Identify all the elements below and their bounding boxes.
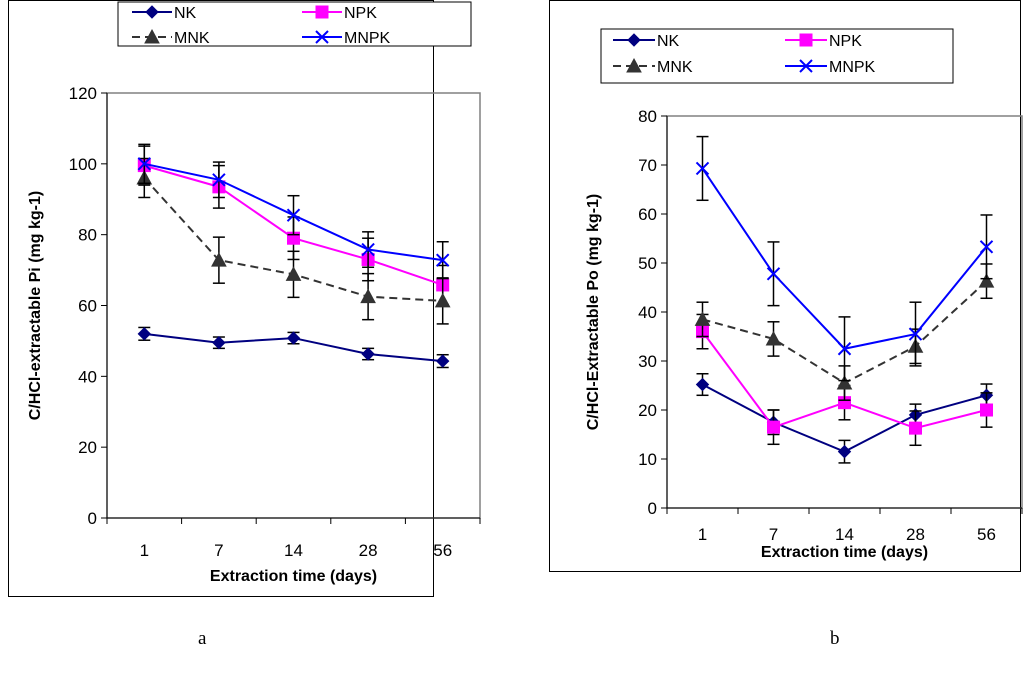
x-tick-label: 14 [835, 525, 854, 544]
data-point [211, 252, 227, 267]
legend-label: NK [657, 33, 680, 50]
legend-label: MNPK [829, 59, 876, 76]
legend-label: MNPK [344, 30, 391, 47]
x-tick-label: 1 [698, 525, 707, 544]
panel-label-a: a [198, 628, 207, 649]
data-point [212, 173, 226, 187]
y-tick-label: 60 [638, 205, 657, 224]
chart-a: 0 20 40 60 80 100 120 1 7 14 28 56 Extraction time (… [8, 0, 481, 597]
data-point [695, 161, 710, 176]
legend-marker [799, 33, 813, 47]
x-tick-label: 56 [433, 541, 452, 560]
data-point [837, 342, 852, 356]
chart-a-svg: 0 20 40 60 80 100 120 1 7 14 28 56 Extraction time (… [27, 1, 481, 585]
data-point [908, 327, 923, 341]
x-axis-label: Extraction time (days) [761, 544, 928, 561]
y-tick-label: 40 [78, 367, 97, 386]
y-tick-label: 60 [78, 297, 97, 316]
x-tick-label: 7 [214, 541, 223, 560]
data-point [766, 267, 781, 281]
y-tick-label: 0 [648, 499, 657, 518]
y-tick-label: 20 [638, 401, 657, 420]
data-point [979, 240, 994, 254]
y-tick-label: 40 [638, 303, 657, 322]
y-tick-label: 0 [88, 509, 97, 528]
data-point [694, 311, 711, 326]
legend-marker [145, 5, 159, 19]
data-point [360, 288, 376, 304]
legend-label: NPK [829, 33, 862, 50]
data-point [435, 354, 450, 368]
chart-b: 0 10 20 30 40 50 60 70 80 1 7 14 28 56 Extraction time… [549, 0, 1023, 573]
legend-marker [626, 57, 642, 73]
data-point [361, 242, 375, 257]
y-tick-label: 100 [69, 155, 97, 174]
data-point [765, 330, 782, 346]
chart-b-svg: 0 10 20 30 40 50 60 70 80 1 7 14 28 56 Extraction time… [585, 28, 1023, 561]
data-point [286, 208, 301, 222]
plot-area [106, 92, 481, 519]
legend-label: MNK [657, 59, 693, 76]
legend-label: NK [174, 5, 197, 22]
data-point [285, 266, 302, 281]
data-point [909, 421, 922, 435]
x-tick-label: 28 [359, 541, 378, 560]
data-point [361, 347, 375, 361]
data-point [137, 327, 152, 341]
x-tick-label: 14 [284, 541, 303, 560]
legend-box [600, 28, 954, 84]
y-tick-label: 50 [638, 254, 657, 273]
data-point [980, 403, 993, 417]
data-point [212, 335, 226, 350]
legend-marker [315, 30, 329, 44]
series-mnpk [695, 135, 994, 382]
legend-marker [144, 28, 160, 44]
data-point [837, 444, 852, 459]
data-point [695, 377, 710, 392]
data-point [767, 420, 780, 434]
data-point [434, 292, 451, 308]
y-tick-label: 80 [78, 226, 97, 245]
data-point [978, 273, 995, 288]
x-tick-label: 7 [769, 525, 778, 544]
data-point [435, 253, 450, 267]
data-point [137, 157, 152, 171]
y-tick-label: 30 [638, 352, 657, 371]
data-point [836, 374, 853, 390]
legend-marker [799, 59, 813, 73]
y-axis-label: C/HCl-extractable Pi (mg kg-1) [27, 191, 44, 420]
x-tick-label: 28 [906, 525, 925, 544]
legend-marker [627, 33, 641, 47]
x-tick-label: 1 [140, 541, 149, 560]
y-tick-label: 20 [78, 438, 97, 457]
x-axis-label: Extraction time (days) [210, 568, 377, 585]
legend-label: NPK [344, 5, 377, 22]
data-point [286, 331, 301, 345]
y-tick-label: 120 [69, 84, 97, 103]
y-tick-label: 80 [638, 107, 657, 126]
legend-marker [315, 5, 329, 19]
y-tick-label: 10 [638, 450, 657, 469]
series-nk [137, 326, 450, 369]
y-axis-label: C/HCl-Extractable Po (mg kg-1) [585, 194, 602, 430]
legend-box [117, 1, 472, 47]
x-tick-label: 56 [977, 525, 996, 544]
legend-label: MNK [174, 30, 210, 47]
y-tick-label: 70 [638, 156, 657, 175]
series-mnk [694, 263, 995, 401]
series-mnpk [137, 143, 450, 280]
panel-label-b: b [830, 628, 840, 649]
